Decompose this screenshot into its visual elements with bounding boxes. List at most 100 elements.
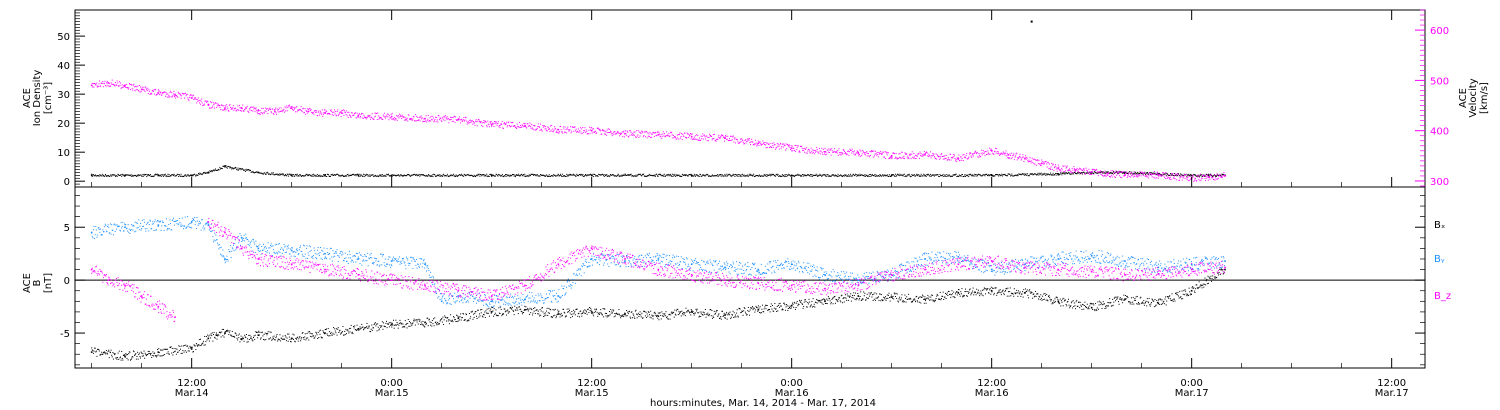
velocity-point xyxy=(858,153,860,155)
ion-density-point xyxy=(946,175,948,177)
bx-point xyxy=(394,324,396,326)
velocity-point xyxy=(127,88,129,90)
ion-density-point xyxy=(274,173,276,175)
bx-point xyxy=(641,312,643,314)
velocity-point xyxy=(307,108,309,110)
velocity-point xyxy=(545,126,547,128)
velocity-point xyxy=(212,105,214,107)
bx-point xyxy=(367,327,369,329)
velocity-point xyxy=(103,83,105,85)
bx-point xyxy=(536,309,538,311)
ion-density-point xyxy=(819,173,821,175)
velocity-point xyxy=(262,113,264,115)
ion-density-point xyxy=(636,175,638,177)
velocity-point xyxy=(313,113,315,115)
velocity-point xyxy=(829,149,831,151)
ion-density-point xyxy=(458,174,460,176)
bx-point xyxy=(634,317,636,319)
ion-density-point xyxy=(765,175,767,177)
ion-density-point xyxy=(506,174,508,176)
velocity-point xyxy=(928,153,930,155)
ion-density-point xyxy=(775,174,777,176)
velocity-point xyxy=(793,147,795,149)
ion-density-point xyxy=(581,174,583,176)
velocity-point xyxy=(376,118,378,120)
bx-point xyxy=(164,348,166,350)
bx-point xyxy=(491,307,493,309)
ion-density-point xyxy=(323,174,325,176)
ion-density-point xyxy=(933,175,935,177)
ion-density-point xyxy=(1198,175,1200,177)
ion-density-point xyxy=(847,175,849,177)
velocity-point xyxy=(582,126,584,128)
ion-density-point xyxy=(522,174,524,176)
ion-density-point xyxy=(209,170,211,172)
bx-point xyxy=(317,337,319,339)
velocity-point xyxy=(1037,159,1039,161)
velocity-point xyxy=(628,136,630,138)
ion-density-point xyxy=(879,174,881,176)
velocity-point xyxy=(1126,176,1128,178)
velocity-point xyxy=(251,110,253,112)
velocity-point xyxy=(146,90,148,92)
velocity-point xyxy=(341,109,343,111)
velocity-point xyxy=(157,92,160,94)
ion-density-point xyxy=(384,174,386,176)
ion-density-point xyxy=(559,175,561,177)
velocity-point xyxy=(457,119,459,121)
ion-density-point xyxy=(608,175,610,177)
velocity-point xyxy=(272,108,274,110)
velocity-point xyxy=(1040,164,1042,166)
velocity-point xyxy=(1141,171,1143,173)
ion-density-point xyxy=(737,175,739,177)
velocity-point xyxy=(966,158,968,160)
velocity-point xyxy=(1108,172,1110,174)
velocity-point xyxy=(367,115,369,117)
velocity-point xyxy=(690,132,692,134)
ion-density-point xyxy=(1088,171,1090,173)
ion-density-point xyxy=(792,175,794,177)
velocity-point xyxy=(783,144,785,146)
ion-density-point xyxy=(350,174,352,176)
velocity-point xyxy=(626,135,628,137)
bx-point xyxy=(243,340,245,342)
ion-density-point xyxy=(665,174,667,176)
bx-point xyxy=(610,309,612,311)
bx-point xyxy=(486,308,488,310)
ion-density-point xyxy=(693,173,695,175)
ion-density-point xyxy=(1109,172,1111,174)
ion-density-point xyxy=(1106,171,1108,173)
bx-point xyxy=(271,339,273,341)
ion-density-point xyxy=(1006,175,1008,177)
velocity-point xyxy=(787,144,789,146)
velocity-point xyxy=(243,110,245,112)
bx-point xyxy=(377,323,379,325)
velocity-point xyxy=(311,111,313,113)
bx-point xyxy=(130,359,132,361)
velocity-point xyxy=(193,98,195,100)
velocity-point xyxy=(1146,176,1148,178)
bx-point xyxy=(285,336,287,338)
velocity-point xyxy=(1180,176,1182,178)
ion-density-point xyxy=(762,175,764,177)
velocity-point xyxy=(571,126,573,128)
velocity-point xyxy=(306,112,308,114)
bx-point xyxy=(156,355,158,357)
bx-point xyxy=(437,323,439,325)
ion-density-point xyxy=(1037,172,1039,174)
velocity-point xyxy=(979,156,981,158)
ion-density-point xyxy=(929,175,931,177)
bx-point xyxy=(586,311,588,313)
ion-density-point xyxy=(386,174,388,176)
bx-point xyxy=(679,313,681,315)
bx-point xyxy=(412,322,414,324)
ion-density-point xyxy=(908,173,910,175)
ion-density-point xyxy=(736,175,738,177)
velocity-point xyxy=(683,132,685,134)
ion-density-point xyxy=(726,175,728,177)
velocity-point xyxy=(995,147,997,149)
bx-point xyxy=(435,323,437,325)
ion-density-point xyxy=(1021,173,1023,175)
bx-point xyxy=(378,329,380,331)
velocity-point xyxy=(176,95,178,97)
